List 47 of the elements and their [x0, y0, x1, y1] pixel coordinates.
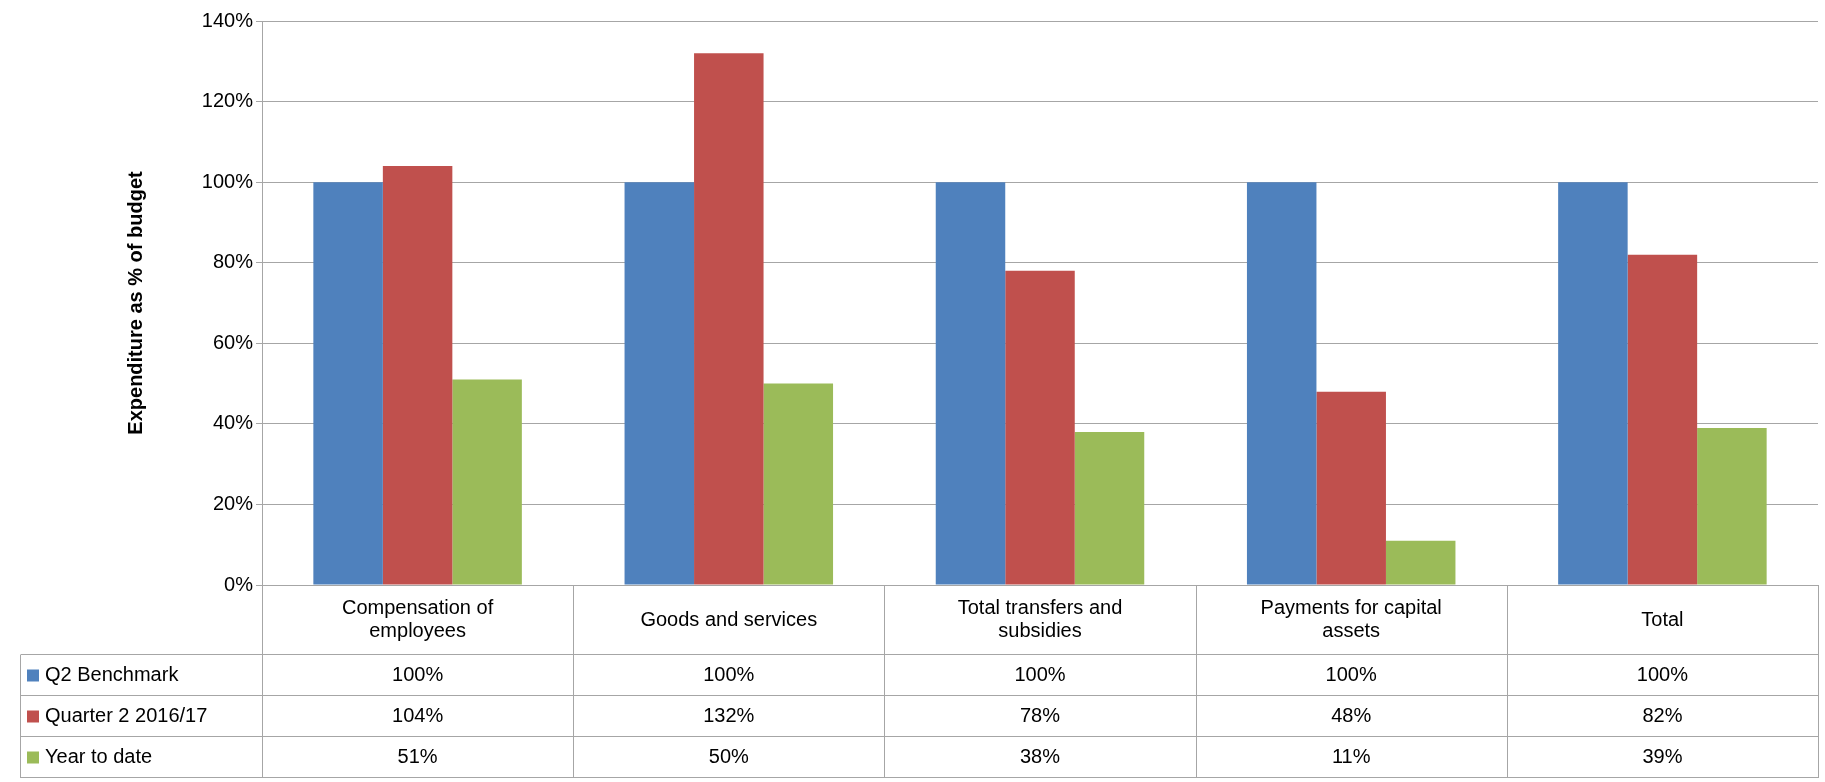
data-label: 100% — [1014, 663, 1066, 686]
x-tick-label: Goods and services — [640, 607, 818, 630]
y-tick-label: 0% — [224, 572, 254, 595]
bar — [1316, 391, 1386, 585]
data-label: 100% — [1325, 663, 1377, 686]
bar — [624, 182, 695, 585]
data-label: 100% — [1636, 663, 1689, 686]
y-tick-label: 100% — [201, 169, 254, 192]
bar — [763, 383, 834, 585]
y-tick-label: 120% — [201, 89, 254, 112]
data-label: 100% — [703, 663, 755, 686]
data-label: 100% — [392, 663, 444, 686]
data-label: 104% — [392, 704, 444, 727]
y-tick-label: 140% — [201, 8, 254, 31]
legend-label: Q2 Benchmark — [45, 663, 180, 686]
y-tick-label: 80% — [212, 250, 254, 273]
bar — [1627, 254, 1698, 585]
bar — [1385, 540, 1456, 585]
data-label: 38% — [1019, 745, 1061, 768]
bar — [1558, 182, 1628, 585]
y-tick-label: 60% — [212, 330, 254, 353]
bar — [1697, 427, 1767, 585]
data-label: 50% — [708, 745, 750, 768]
data-label: 132% — [703, 704, 755, 727]
data-label: 78% — [1019, 704, 1061, 727]
y-tick-label: 40% — [212, 411, 254, 434]
data-label: 51% — [397, 745, 438, 768]
legend-label: Year to date — [45, 745, 153, 768]
bar — [382, 166, 453, 585]
x-tick-label: Total — [1641, 607, 1684, 630]
x-tick-label: Compensation of employees — [342, 596, 494, 642]
bar — [1074, 431, 1145, 585]
bar — [694, 53, 764, 585]
data-label: 48% — [1331, 704, 1372, 727]
y-axis-title: Expenditure as % of budget — [123, 170, 146, 435]
legend-label: Quarter 2 2016/17 — [45, 704, 208, 727]
bar — [935, 182, 1006, 585]
x-tick-label: Payments for capital assets — [1260, 596, 1442, 642]
bar — [1005, 270, 1075, 585]
bar — [1246, 182, 1317, 585]
y-tick-label: 20% — [212, 491, 254, 514]
bar — [452, 379, 522, 585]
data-label: 39% — [1642, 745, 1683, 768]
x-tick-label: Total transfers and subsidies — [957, 596, 1123, 642]
data-label: 11% — [1331, 745, 1371, 768]
data-label: 82% — [1642, 704, 1683, 727]
bar — [313, 182, 383, 585]
